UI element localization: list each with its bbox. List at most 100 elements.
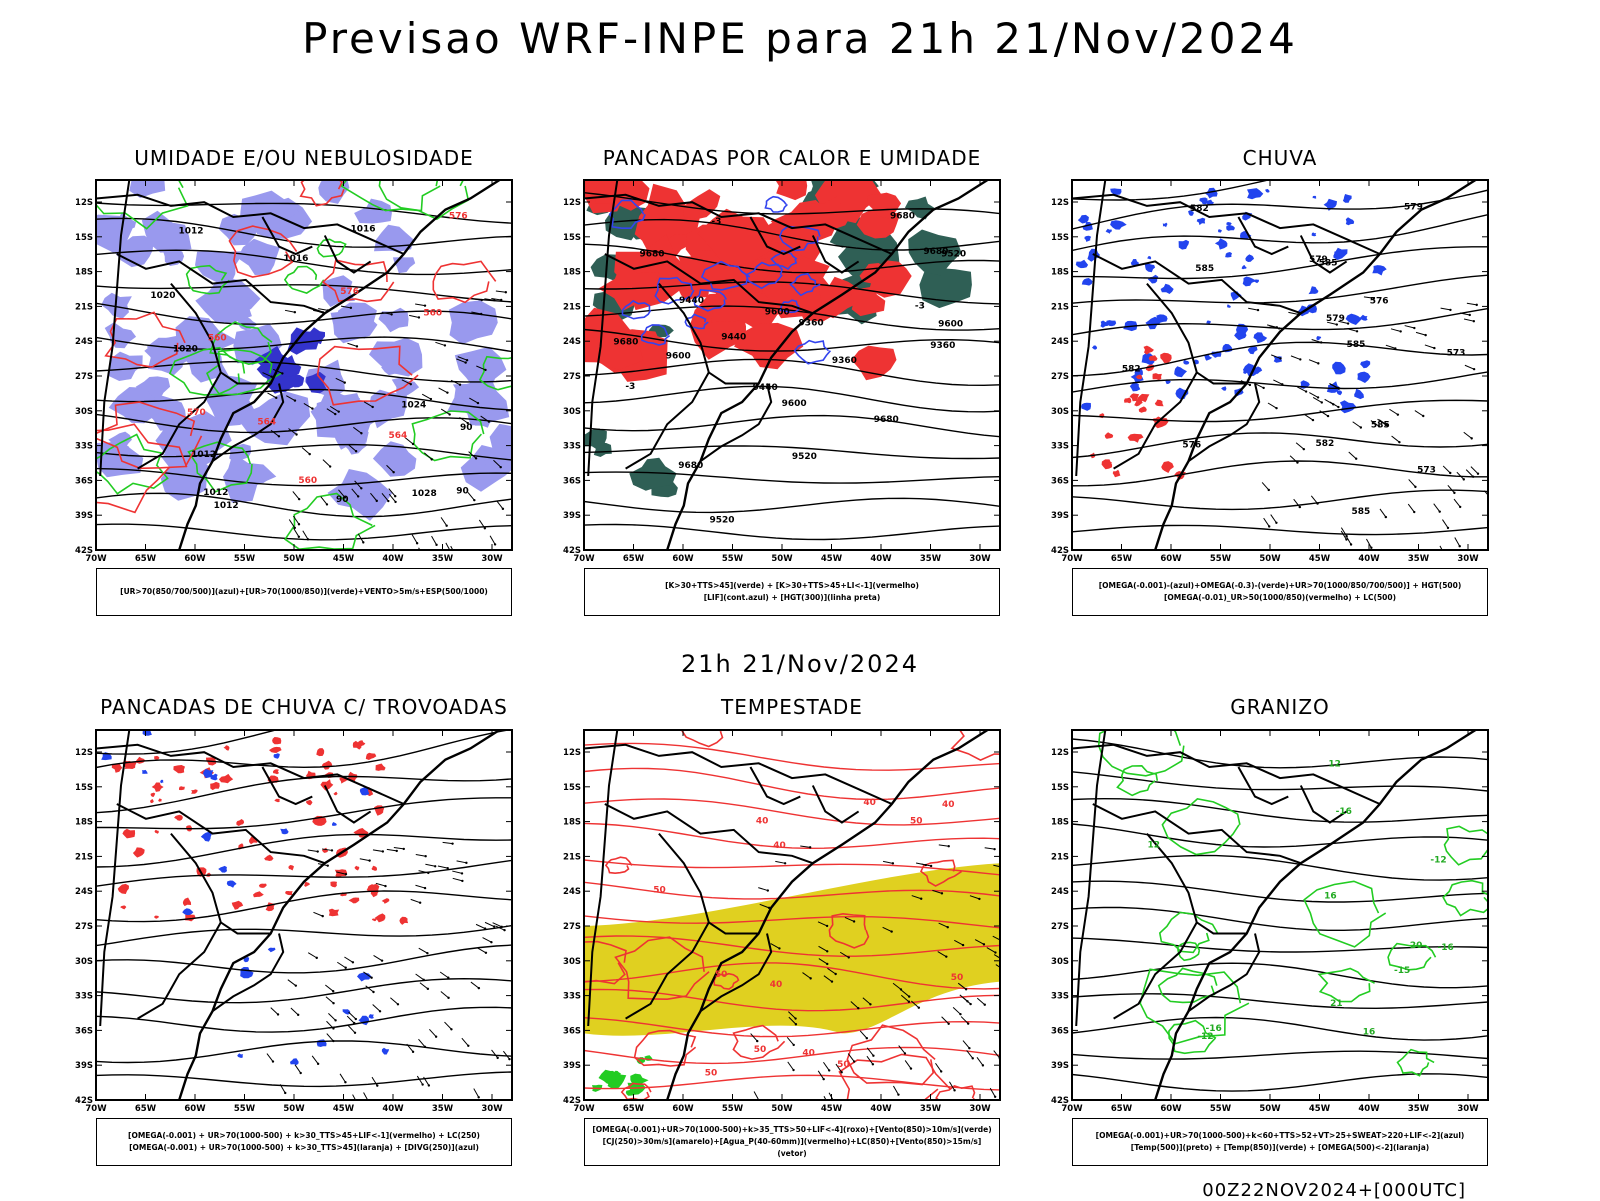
rain-area bbox=[1226, 304, 1231, 308]
humidity-area bbox=[482, 423, 512, 468]
contour-line bbox=[584, 988, 1000, 1012]
contour-line bbox=[96, 492, 512, 518]
contour-label: -15 bbox=[1394, 966, 1410, 976]
contour-label: 9680 bbox=[923, 247, 948, 257]
thunder-area bbox=[304, 881, 311, 887]
rain-area bbox=[1311, 232, 1317, 237]
panel-title-granizo: GRANIZO bbox=[1230, 695, 1330, 719]
coastline bbox=[178, 180, 501, 550]
contour-label: 90 bbox=[456, 486, 469, 496]
contour-line bbox=[96, 180, 189, 230]
country-border bbox=[323, 785, 372, 824]
instability-area bbox=[904, 196, 935, 220]
country-border bbox=[261, 216, 313, 256]
lat-tick-label: 15S bbox=[1051, 783, 1069, 793]
rain-area bbox=[1161, 461, 1174, 473]
country-border bbox=[1075, 730, 1107, 1027]
contour-label: 576 bbox=[340, 287, 359, 297]
divergence-area bbox=[218, 865, 227, 873]
rain-area bbox=[1174, 366, 1187, 378]
contour-label: 9680 bbox=[874, 415, 899, 425]
legend-trovoadas: [OMEGA(-0.001) + UR>70(1000-500) + k>30_… bbox=[96, 1118, 512, 1166]
storm-area bbox=[734, 322, 804, 370]
lat-tick-label: 24S bbox=[563, 887, 581, 897]
thunder-area bbox=[218, 773, 234, 784]
contour-label: 1012 bbox=[191, 450, 216, 460]
contour-line bbox=[584, 935, 1000, 957]
contour-label: -12 bbox=[1430, 855, 1446, 865]
storm-area bbox=[869, 260, 912, 298]
rain-area bbox=[1105, 320, 1117, 327]
contour-line bbox=[1176, 941, 1201, 962]
rain-area bbox=[1104, 432, 1114, 439]
map-frame bbox=[95, 729, 513, 1101]
storm-area bbox=[866, 192, 902, 219]
divergence-area bbox=[332, 822, 337, 826]
lat-tick-label: 42S bbox=[563, 1096, 581, 1106]
rain-area bbox=[1196, 217, 1206, 226]
lat-tick-label: 18S bbox=[563, 268, 581, 278]
country-border bbox=[749, 216, 801, 256]
contour-line bbox=[283, 265, 325, 294]
lon-tick-label: 60W bbox=[184, 554, 206, 564]
lat-tick-label: 15S bbox=[75, 783, 93, 793]
contour-line bbox=[584, 328, 1000, 352]
contour-label: 9600 bbox=[938, 320, 963, 330]
lon-tick-label: 60W bbox=[672, 1104, 694, 1114]
country-border bbox=[1146, 282, 1247, 385]
contour-line bbox=[584, 414, 1000, 438]
legend-line: [UR>70(850/700/500)](azul)+[UR>70(1000/8… bbox=[120, 587, 488, 596]
country-border bbox=[604, 253, 814, 315]
contour-line bbox=[584, 471, 1000, 484]
panel-title-umidade: UMIDADE E/OU NEBULOSIDADE bbox=[134, 146, 474, 170]
instability-area bbox=[629, 457, 677, 491]
contour-line bbox=[96, 443, 512, 461]
rain-area bbox=[1345, 217, 1355, 226]
storm-area bbox=[851, 345, 897, 381]
legend-line: [LIF](cont.azul) + [HGT(300)](linha pret… bbox=[703, 593, 881, 602]
contour-line bbox=[206, 348, 282, 396]
divergence-area bbox=[240, 967, 254, 979]
lon-tick-label: 70W bbox=[573, 554, 595, 564]
thunder-area bbox=[334, 869, 348, 878]
rain-area bbox=[1110, 188, 1122, 195]
contour-label: 9520 bbox=[792, 452, 817, 462]
legend-line: [OMEGA(-0.001)+UR>70(1000-500)+k>35_TTS>… bbox=[592, 1125, 992, 1134]
thunder-area bbox=[231, 900, 244, 910]
wind-area bbox=[630, 1073, 649, 1089]
contour-label: 560 bbox=[208, 334, 227, 344]
lat-tick-label: 39S bbox=[563, 1061, 581, 1071]
contour-line bbox=[1072, 399, 1488, 423]
rain-area bbox=[1127, 433, 1144, 443]
contour-line bbox=[1161, 798, 1241, 856]
lon-tick-label: 70W bbox=[85, 554, 107, 564]
lon-tick-label: 45W bbox=[333, 1104, 355, 1114]
contour-line bbox=[1072, 524, 1488, 536]
contour-label: 1024 bbox=[401, 400, 426, 410]
lon-tick-label: 70W bbox=[1061, 554, 1083, 564]
lon-tick-label: 30W bbox=[1457, 554, 1479, 564]
divergence-area bbox=[357, 972, 372, 982]
thunder-area bbox=[375, 763, 386, 771]
rain-area bbox=[1323, 198, 1337, 211]
rain-area bbox=[1084, 235, 1092, 242]
country-border bbox=[1113, 371, 1198, 470]
lon-tick-label: 65W bbox=[623, 554, 645, 564]
thunder-area bbox=[274, 798, 280, 803]
lon-tick-label: 70W bbox=[1061, 1104, 1083, 1114]
lat-tick-label: 36S bbox=[1051, 476, 1069, 486]
contour-label: 50 bbox=[705, 1068, 718, 1078]
contour-label: 585 bbox=[1351, 507, 1370, 517]
rain-area bbox=[1204, 354, 1213, 361]
rain-area bbox=[1214, 238, 1228, 250]
rain-area bbox=[1101, 459, 1113, 470]
lat-tick-label: 24S bbox=[75, 887, 93, 897]
contour-line bbox=[96, 413, 512, 434]
contour-line bbox=[1072, 371, 1488, 393]
contour-label: 9440 bbox=[753, 383, 778, 393]
contour-label: 9600 bbox=[765, 307, 790, 317]
lat-tick-label: 27S bbox=[75, 922, 93, 932]
contour-line bbox=[1072, 214, 1488, 252]
lon-tick-label: 40W bbox=[870, 1104, 892, 1114]
